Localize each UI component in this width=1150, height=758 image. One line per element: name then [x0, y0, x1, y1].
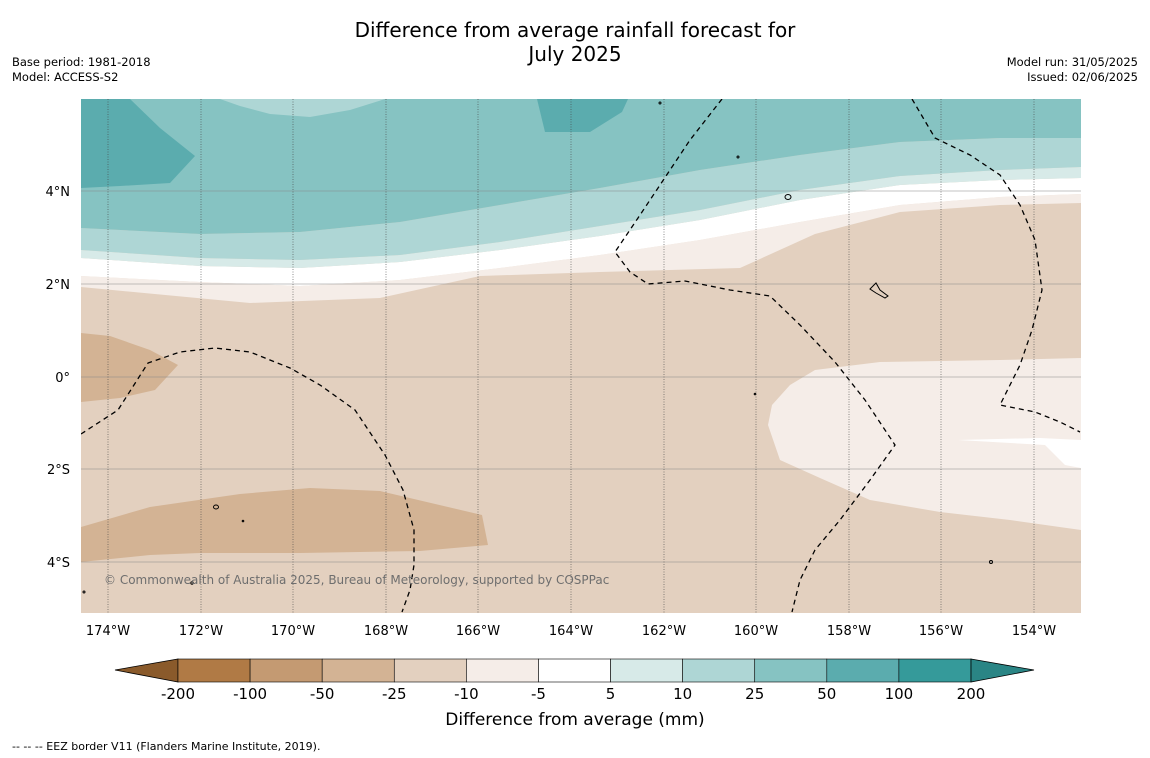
model-run-text: Model run: 31/05/2025: [1006, 55, 1138, 69]
lon-label-172w: 172°W: [179, 624, 223, 639]
meta-right: Model run: 31/05/2025 Issued: 02/06/2025: [1007, 55, 1138, 85]
colorbar-max-arrow: [970, 658, 1035, 683]
colorbar-tick-label: 10: [673, 685, 692, 703]
colorbar-tick-label: -50: [310, 685, 335, 703]
lat-label-4n: 4°N: [46, 185, 71, 200]
field-50-100-north: [537, 99, 628, 132]
colorbar-tick-label: 25: [745, 685, 764, 703]
colorbar-tick-label: 200: [957, 685, 986, 703]
field-50-100-west: [81, 99, 195, 188]
lon-label-170w: 170°W: [271, 624, 315, 639]
field-10-25-band: [81, 138, 1081, 260]
colorbar-cell: [177, 658, 251, 683]
colorbar-cell: [393, 658, 467, 683]
lon-gridlines: [107, 99, 1035, 613]
lon-label-174w: 174°W: [86, 624, 130, 639]
colorbar-cell: [754, 658, 828, 683]
model-text: Model: ACCESS-S2: [12, 70, 119, 84]
issued-text: Issued: 02/06/2025: [1027, 70, 1138, 84]
lon-labels: 174°W 172°W 170°W 168°W 166°W 164°W 162°…: [86, 624, 1056, 639]
colorbar-cells: [177, 658, 972, 683]
colorbar-cell: [610, 658, 683, 683]
colorbar-cell: [538, 658, 611, 683]
lon-label-162w: 162°W: [642, 624, 686, 639]
lon-label-168w: 168°W: [364, 624, 408, 639]
colorbar-tick-label: -200: [161, 685, 195, 703]
field-near-average-band: [81, 178, 1081, 286]
base-period-text: Base period: 1981-2018: [12, 55, 151, 69]
title-line-1: Difference from average rainfall forecas…: [354, 18, 796, 42]
map-fields: © Commonwealth of Australia 2025, Bureau…: [81, 99, 1081, 613]
colorbar-cell: [466, 658, 539, 683]
lat-labels: 4°N 2°N 0° 2°S 4°S: [46, 185, 71, 571]
colorbar-cell: [898, 658, 972, 683]
field-minus10-minus5-band: [81, 194, 1081, 303]
field-minus10-minus5-southeast: [768, 358, 1081, 530]
colorbar-cell: [321, 658, 395, 683]
title-line-2: July 2025: [528, 42, 622, 66]
chart-title: Difference from average rainfall forecas…: [0, 18, 1150, 66]
colorbar-cell: [682, 658, 756, 683]
colorbar-ticks: -200 -100 -50 -25 -10 -5 5 10 25 50 100 200: [161, 685, 985, 703]
colorbar-tick-label: 50: [817, 685, 836, 703]
lon-label-166w: 166°W: [456, 624, 500, 639]
lon-label-154w: 154°W: [1012, 624, 1056, 639]
islands: [82, 101, 993, 594]
field-25-50-north: [81, 99, 1081, 234]
colorbar-tick-label: -25: [382, 685, 407, 703]
colorbar-tick-label: 5: [606, 685, 616, 703]
copyright-text: © Commonwealth of Australia 2025, Bureau…: [104, 573, 609, 587]
lat-label-0: 0°: [55, 371, 70, 386]
colorbar-title: Difference from average (mm): [445, 710, 705, 730]
field-5-10-band: [81, 167, 1081, 268]
lat-label-4s: 4°S: [47, 556, 70, 571]
colorbar-tick-label: -10: [454, 685, 479, 703]
colorbar-tick-label: -100: [233, 685, 267, 703]
field-near-average-notch: [958, 438, 1081, 468]
lat-gridlines: [81, 190, 1081, 563]
colorbar-tick-label: 100: [885, 685, 914, 703]
meta-left: Base period: 1981-2018 Model: ACCESS-S2: [12, 55, 151, 85]
eez-borders: [81, 99, 1081, 613]
lat-label-2s: 2°S: [47, 463, 70, 478]
eez-footnote: -- -- -- EEZ border V11 (Flanders Marine…: [12, 740, 321, 753]
field-minus50-minus25-west: [81, 333, 178, 402]
lat-label-2n: 2°N: [46, 278, 71, 293]
colorbar-tick-label: -5: [531, 685, 546, 703]
lon-label-156w: 156°W: [919, 624, 963, 639]
colorbar: -200 -100 -50 -25 -10 -5 5 10 25 50 100 200: [114, 658, 1035, 703]
lon-label-164w: 164°W: [549, 624, 593, 639]
lon-label-160w: 160°W: [734, 624, 778, 639]
lon-label-158w: 158°W: [827, 624, 871, 639]
field-10-25-patch: [220, 99, 385, 117]
colorbar-min-arrow: [114, 658, 179, 683]
colorbar-cell: [826, 658, 900, 683]
colorbar-cell: [249, 658, 323, 683]
